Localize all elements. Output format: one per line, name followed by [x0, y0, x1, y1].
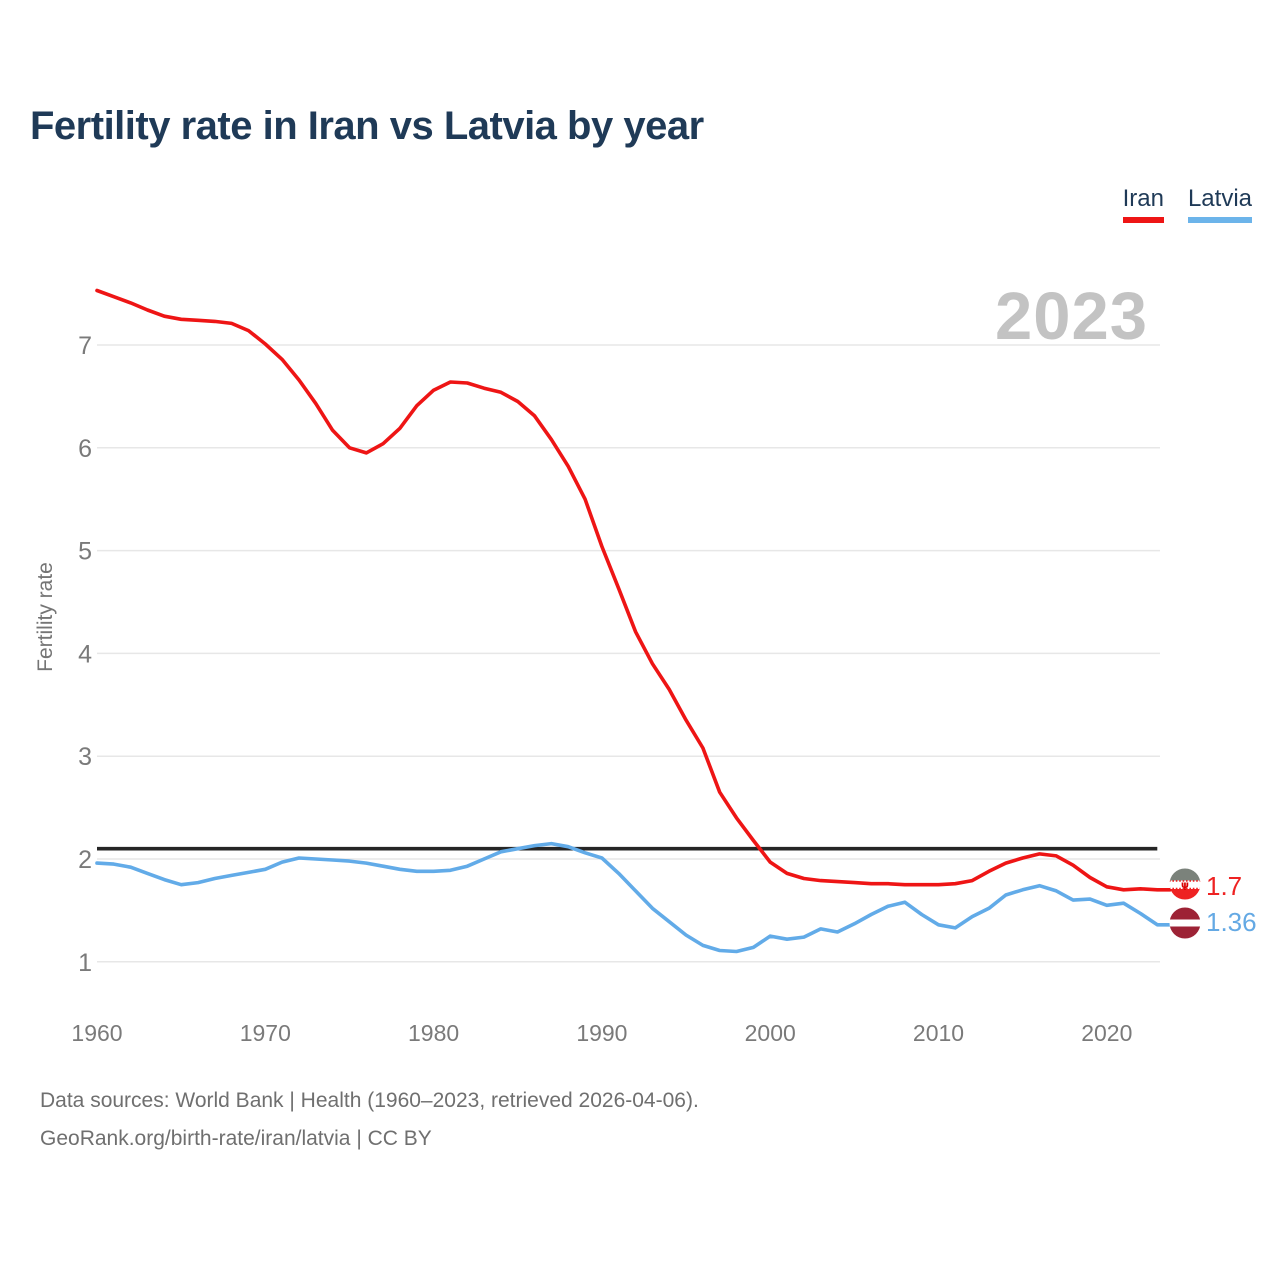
latvia-flag-icon: [1169, 907, 1201, 939]
y-axis-title: Fertility rate: [34, 562, 57, 672]
legend-item-iran[interactable]: Iran: [1122, 185, 1164, 223]
latvia-line: [95, 841, 1172, 954]
x-tick-label: 2020: [1081, 1020, 1132, 1046]
x-tick-label: 1990: [576, 1020, 627, 1046]
x-tick-label: 1980: [408, 1020, 459, 1046]
legend-iran-label[interactable]: Iran: [1122, 185, 1164, 212]
iran-flag-icon: ψ: [1169, 868, 1201, 900]
end-label-iran-value: 1.7: [1206, 871, 1243, 901]
y-tick-label: 5: [78, 538, 92, 566]
legend-iran-underline: [1122, 217, 1164, 223]
iran-line: [95, 288, 1172, 892]
y-tick-label: 3: [78, 743, 92, 771]
footer-attribution: GeoRank.org/birth-rate/iran/latvia | CC …: [40, 1127, 432, 1150]
y-tick-label: 1: [78, 949, 92, 977]
x-tick-label: 2000: [745, 1020, 796, 1046]
y-tick-label: 2: [78, 846, 92, 874]
x-tick-label: 1960: [71, 1020, 122, 1046]
x-tick-label: 2010: [913, 1020, 964, 1046]
y-tick-label: 4: [78, 640, 92, 668]
page-title: Fertility rate in Iran vs Latvia by year: [30, 104, 704, 148]
svg-text:ψ: ψ: [1181, 880, 1189, 891]
legend-latvia-label[interactable]: Latvia: [1187, 185, 1252, 212]
legend-item-latvia[interactable]: Latvia: [1187, 185, 1252, 223]
y-tick-label: 7: [78, 332, 92, 360]
end-label-latvia-value: 1.36: [1206, 907, 1257, 937]
legend-latvia-underline: [1187, 217, 1252, 223]
y-tick-label: 6: [78, 435, 92, 463]
footer-data-sources: Data sources: World Bank | Health (1960–…: [40, 1089, 699, 1112]
watermark-year: 2023: [994, 279, 1148, 354]
legend: Iran Latvia: [1122, 185, 1252, 223]
x-tick-label: 1970: [240, 1020, 291, 1046]
